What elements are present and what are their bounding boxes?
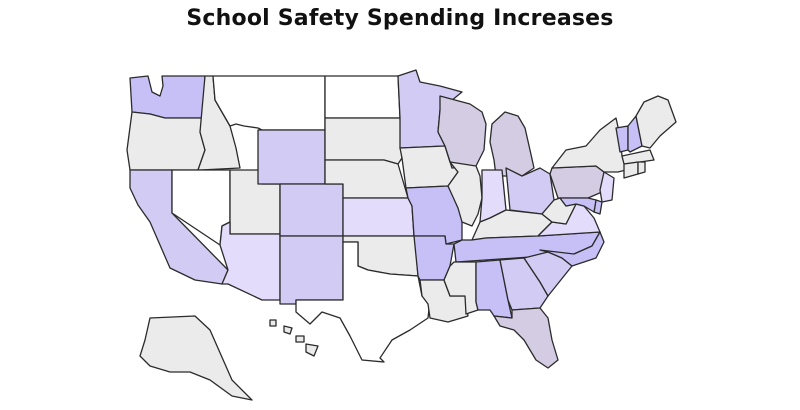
- state-il: [447, 161, 483, 227]
- state-oh: [505, 167, 555, 215]
- state-wa: [129, 75, 206, 119]
- state-nm: [279, 235, 344, 305]
- state-ma: [621, 149, 655, 165]
- state-nh: [627, 115, 643, 153]
- state-sd: [324, 117, 403, 165]
- states-layer: [126, 69, 677, 401]
- state-nd: [324, 75, 401, 119]
- state-fl: [493, 307, 559, 369]
- state-nj: [599, 171, 615, 203]
- state-nc: [539, 231, 605, 267]
- state-or: [126, 111, 206, 171]
- state-ak: [139, 315, 253, 401]
- state-az: [219, 221, 281, 301]
- map-title: School Safety Spending Increases: [186, 6, 614, 31]
- state-hi: [269, 319, 319, 357]
- state-ks: [342, 197, 415, 237]
- state-md: [559, 197, 597, 213]
- state-ri: [637, 161, 646, 175]
- state-me: [635, 95, 677, 149]
- state-mt: [212, 75, 326, 131]
- state-ny: [551, 117, 627, 173]
- state-wy: [257, 129, 326, 185]
- state-tx: [295, 241, 431, 363]
- state-mi: [489, 111, 535, 177]
- state-ct: [623, 161, 639, 179]
- state-co: [279, 183, 344, 237]
- state-pa: [549, 165, 605, 199]
